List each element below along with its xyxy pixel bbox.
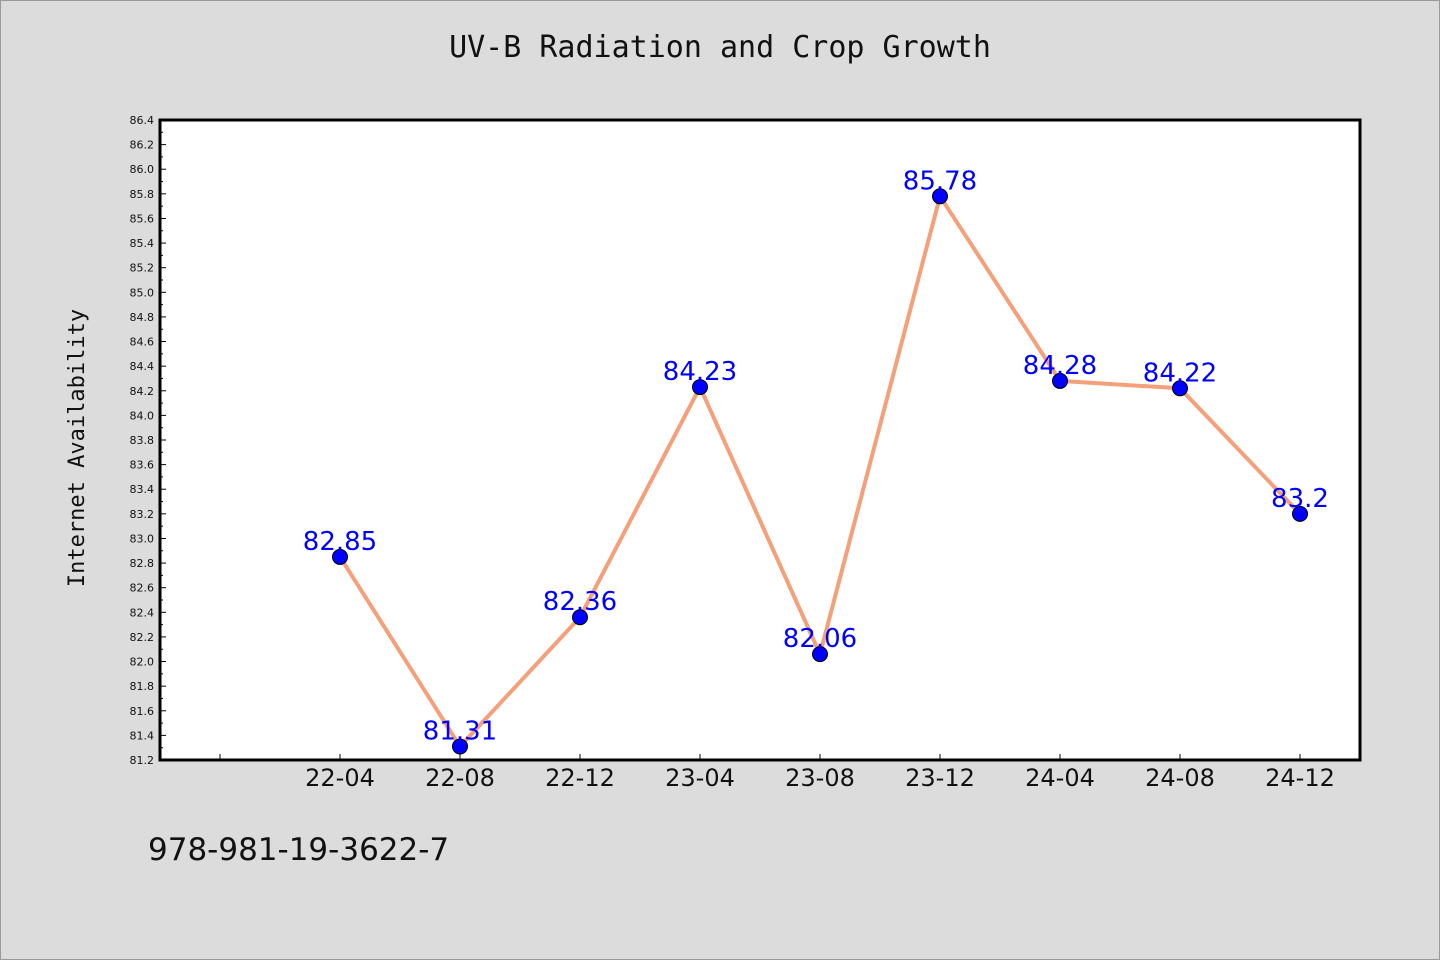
y-tick-label: 85.2 <box>130 262 155 275</box>
y-tick-label: 84.2 <box>130 385 155 398</box>
data-point <box>1052 372 1068 389</box>
data-point <box>572 609 588 626</box>
y-tick-label: 84.6 <box>130 336 155 349</box>
x-tick-label: 24-12 <box>1265 764 1335 792</box>
x-tick-label: 23-08 <box>785 764 855 792</box>
x-tick-label: 23-04 <box>665 764 735 792</box>
y-tick-label: 85.8 <box>130 188 155 201</box>
x-axis: 22-04 22-08 22-12 23-04 23-08 23-12 24-04 24-08… <box>219 754 1335 792</box>
y-tick-label: 84.0 <box>130 409 155 422</box>
data-label: 83.2 <box>1271 484 1329 514</box>
y-tick-label: 86.4 <box>130 114 155 127</box>
data-point <box>332 548 348 565</box>
x-tick-label: 24-04 <box>1025 764 1095 792</box>
data-point <box>1292 505 1308 522</box>
series-layer: 82.85 81.31 82.36 84.23 82.06 85.78 84.28 84.22… <box>303 166 1329 755</box>
footer-code: 978-981-19-3622-7 <box>148 832 450 868</box>
data-point <box>932 188 948 205</box>
data-point <box>452 738 468 755</box>
data-label: 81.31 <box>423 716 497 746</box>
y-tick-label: 84.4 <box>130 360 155 373</box>
data-label: 82.36 <box>543 587 617 617</box>
y-tick-label: 83.6 <box>130 459 155 472</box>
data-label: 84.22 <box>1143 358 1217 388</box>
y-tick-label: 83.8 <box>130 434 155 447</box>
data-point <box>1172 380 1188 397</box>
y-tick-label: 85.4 <box>130 237 155 250</box>
data-label: 84.23 <box>663 357 737 387</box>
y-tick-label: 83.4 <box>130 483 155 496</box>
plot-area <box>158 118 1362 762</box>
y-tick-label: 82.8 <box>130 557 155 570</box>
y-tick-label: 85.0 <box>130 286 155 299</box>
data-point <box>692 379 708 396</box>
x-tick-label: 22-04 <box>305 764 375 792</box>
y-tick-label: 81.2 <box>130 754 155 767</box>
y-tick-label: 83.2 <box>130 508 155 521</box>
y-axis: 81.2 81.4 81.6 81.8 82.0 82.2 82.4 82.6 82.8 83.0… <box>130 114 166 767</box>
x-tick-label: 23-12 <box>905 764 975 792</box>
y-tick-label: 81.6 <box>130 705 155 718</box>
x-tick-label: 22-12 <box>545 764 615 792</box>
x-tick-label: 24-08 <box>1145 764 1215 792</box>
data-point <box>812 646 828 663</box>
y-tick-label: 82.4 <box>130 606 155 619</box>
y-axis-label: Internet Availability <box>65 309 90 587</box>
y-tick-label: 86.2 <box>130 139 155 152</box>
chart-title: UV-B Radiation and Crop Growth <box>449 30 991 65</box>
y-tick-label: 86.0 <box>130 163 155 176</box>
y-tick-label: 81.4 <box>130 729 155 742</box>
data-label: 82.85 <box>303 527 377 557</box>
y-tick-label: 83.0 <box>130 532 155 545</box>
data-label: 84.28 <box>1023 351 1097 381</box>
x-tick-label: 22-08 <box>425 764 495 792</box>
data-label: 82.06 <box>783 624 857 654</box>
y-tick-label: 82.0 <box>130 656 155 669</box>
y-tick-label: 85.6 <box>130 212 155 225</box>
data-label: 85.78 <box>903 166 977 196</box>
y-tick-label: 82.6 <box>130 582 155 595</box>
y-tick-label: 81.8 <box>130 680 155 693</box>
y-tick-label: 82.2 <box>130 631 155 644</box>
y-tick-label: 84.8 <box>130 311 155 324</box>
